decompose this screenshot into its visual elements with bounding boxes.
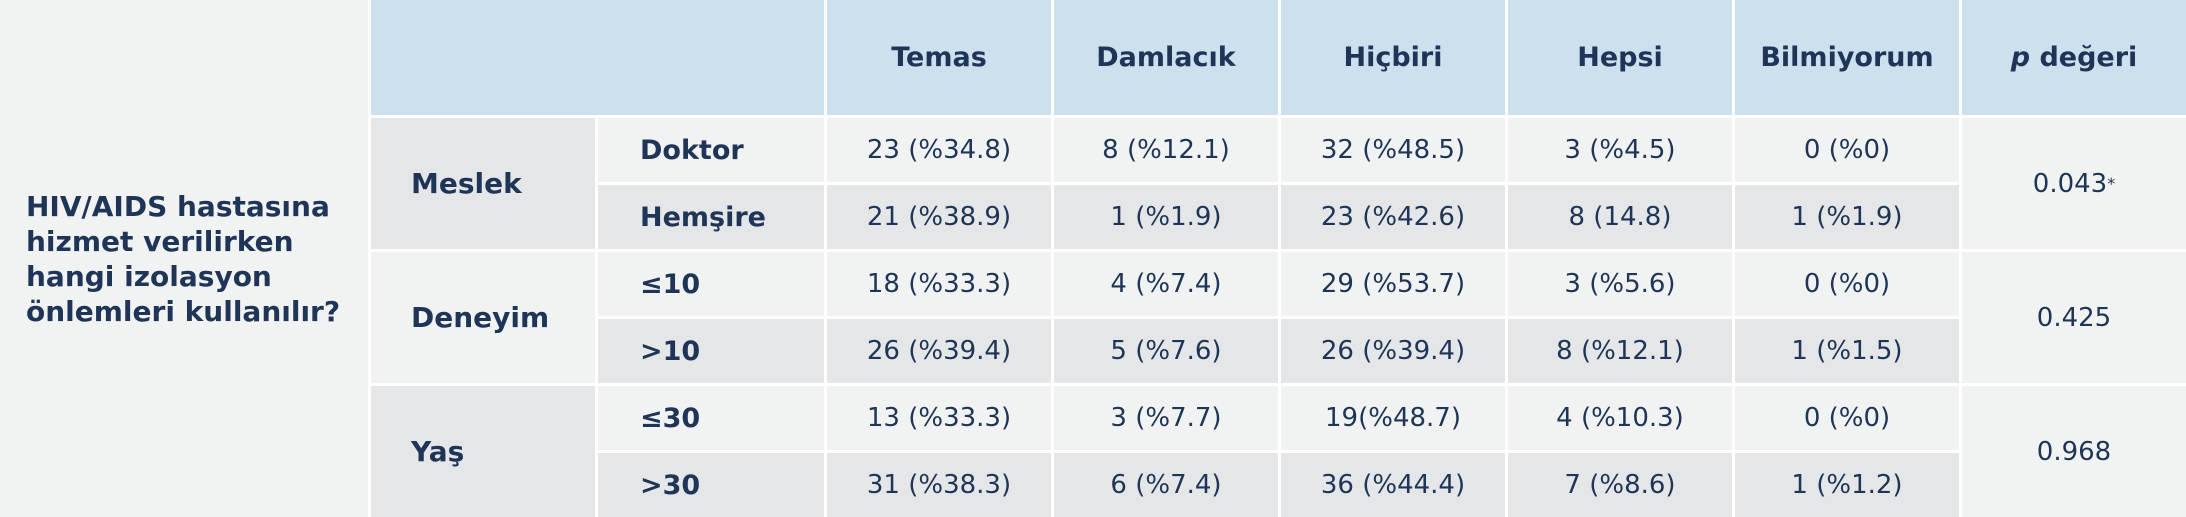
data-cell: 36 (%44.4) [1281,453,1505,517]
group-label: Yaş [371,386,595,517]
column-header: Damlacık [1054,0,1278,115]
p-value-note: * [2107,174,2116,193]
data-cell: 26 (%39.4) [827,319,1051,383]
data-cell: 3 (%4.5) [1508,118,1732,182]
data-cell: 3 (%7.7) [1054,386,1278,450]
p-value: 0.043 * [1962,118,2186,249]
p-value: 0.425 [1962,252,2186,383]
data-cell: 5 (%7.6) [1054,319,1278,383]
row-label: >10 [598,319,824,383]
p-symbol: p [2010,42,2031,73]
group-label: Meslek [371,118,595,249]
column-header: Hepsi [1508,0,1732,115]
p-value-text: 0.425 [2036,302,2112,333]
p-value-text: 0.968 [2036,436,2112,467]
data-cell: 19(%48.7) [1281,386,1505,450]
column-header: Bilmiyorum [1735,0,1959,115]
data-cell: 4 (%10.3) [1508,386,1732,450]
data-cell: 0 (%0) [1735,118,1959,182]
data-cell: 8 (14.8) [1508,185,1732,249]
data-cell: 1 (%1.5) [1735,319,1959,383]
data-cell: 3 (%5.6) [1508,252,1732,316]
p-header: p değeri [1962,0,2186,115]
column-header: Temas [827,0,1051,115]
p-value: 0.968 [1962,386,2186,517]
row-label: Hemşire [598,185,824,249]
row-label: >30 [598,453,824,517]
data-cell: 29 (%53.7) [1281,252,1505,316]
data-cell: 1 (%1.9) [1735,185,1959,249]
row-label: ≤10 [598,252,824,316]
data-cell: 23 (%34.8) [827,118,1051,182]
column-header: Hiçbiri [1281,0,1505,115]
data-cell: 4 (%7.4) [1054,252,1278,316]
data-cell: 0 (%0) [1735,252,1959,316]
data-cell: 0 (%0) [1735,386,1959,450]
p-value-text: 0.043 [2032,168,2108,199]
row-label: ≤30 [598,386,824,450]
data-cell: 13 (%33.3) [827,386,1051,450]
row-label: Doktor [598,118,824,182]
data-cell: 26 (%39.4) [1281,319,1505,383]
data-cell: 1 (%1.2) [1735,453,1959,517]
data-cell: 8 (%12.1) [1508,319,1732,383]
data-cell: 7 (%8.6) [1508,453,1732,517]
group-label: Deneyim [371,252,595,383]
data-cell: 8 (%12.1) [1054,118,1278,182]
header-blank [371,0,824,115]
data-cell: 1 (%1.9) [1054,185,1278,249]
data-cell: 6 (%7.4) [1054,453,1278,517]
data-cell: 32 (%48.5) [1281,118,1505,182]
p-text: değeri [2039,42,2138,73]
data-cell: 31 (%38.3) [827,453,1051,517]
data-cell: 23 (%42.6) [1281,185,1505,249]
data-cell: 21 (%38.9) [827,185,1051,249]
question: HIV/AIDS hastasına hizmet verilirken han… [0,0,368,517]
data-cell: 18 (%33.3) [827,252,1051,316]
